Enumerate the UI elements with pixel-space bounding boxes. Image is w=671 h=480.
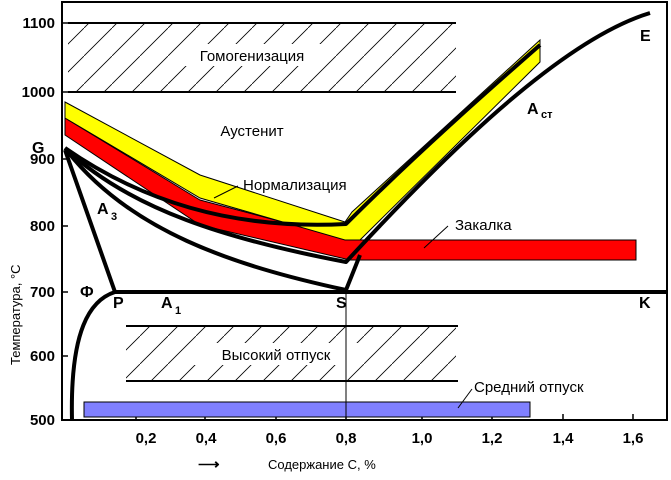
acm-label: A (527, 101, 539, 118)
gp-line (63, 149, 117, 293)
homogenization-label: Гомогенизация (200, 48, 305, 65)
medium-tempering-label: Средний отпуск (474, 379, 584, 396)
high-tempering-label: Высокий отпуск (222, 347, 331, 364)
x-tick-0-6: 0,6 (266, 430, 287, 447)
y-tick-700: 700 (30, 284, 55, 301)
y-tick-labels: 500 600 700 800 900 1000 1100 (22, 15, 55, 429)
y-axis-title: Температура, °C (8, 264, 23, 365)
a3-line (66, 150, 347, 292)
hardening-label: Закалка (455, 217, 512, 234)
x-tick-labels: 0,2 0,4 0,6 0,8 1,0 1,2 1,4 1,6 (136, 430, 644, 447)
acm-line (63, 11, 651, 264)
normalization-leader (213, 185, 239, 199)
point-g-label: G (32, 140, 44, 157)
a1-label: A (161, 295, 173, 312)
x-tick-0-2: 0,2 (136, 430, 157, 447)
y-tick-1000: 1000 (22, 84, 55, 101)
phase-lines (63, 11, 667, 421)
y-tick-900: 900 (30, 151, 55, 168)
x-tick-1-2: 1,2 (482, 430, 503, 447)
austenite-label: Аустенит (220, 123, 283, 140)
y-tick-1100: 1100 (22, 15, 55, 32)
x-axis-title: Содержание С, % (268, 457, 376, 472)
x-tick-1-0: 1,0 (412, 430, 433, 447)
point-e-label: E (640, 28, 651, 45)
a3-subscript: 3 (111, 211, 117, 223)
ferrite-label: Ф (80, 284, 94, 301)
x-tick-0-4: 0,4 (196, 430, 218, 447)
x-axis-arrow-icon: ⟶ (198, 456, 220, 473)
ferrite-solvus-line (69, 290, 116, 421)
normalization-band (64, 38, 541, 241)
medium-tempering-leader (457, 388, 473, 409)
hardening-leader (423, 225, 449, 249)
x-tick-0-8: 0,8 (336, 430, 357, 447)
point-s-label: S (336, 295, 347, 312)
point-k-label: K (639, 295, 651, 312)
s-upper-line (344, 254, 362, 291)
a1-subscript: 1 (175, 305, 181, 317)
homogenization-zone: Гомогенизация (68, 22, 456, 93)
hardening-band (64, 117, 637, 261)
x-tick-1-4: 1,4 (553, 430, 575, 447)
normalization-label: Нормализация (243, 177, 347, 194)
upper-band-edge-line (63, 43, 542, 227)
medium-tempering-band (83, 401, 531, 418)
plot-frame (61, 1, 668, 421)
a3-label: A (97, 201, 109, 218)
y-tick-800: 800 (30, 218, 55, 235)
x-tick-1-6: 1,6 (623, 430, 644, 447)
y-tick-600: 600 (30, 348, 55, 365)
y-tick-500: 500 (30, 412, 55, 429)
acm-subscript: ст (541, 109, 553, 121)
point-p-label: P (113, 295, 124, 312)
high-tempering-zone: Высокий отпуск (126, 325, 458, 382)
